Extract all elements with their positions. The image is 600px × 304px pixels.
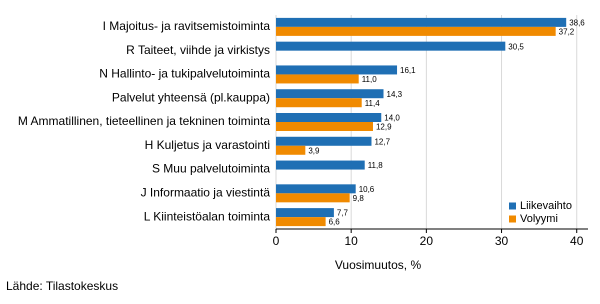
value-label: 7,7 (337, 209, 349, 218)
source: Lähde: Tilastokeskus (6, 279, 118, 293)
bar (276, 74, 359, 84)
value-label: 11,8 (368, 161, 384, 170)
y-tick-label: H Kuljetus ja varastointi (145, 138, 270, 152)
x-tick-label: 10 (345, 234, 359, 248)
x-tick-label: 40 (570, 234, 584, 248)
bar (276, 113, 382, 122)
value-label: 38,6 (569, 18, 585, 27)
y-tick-label: R Taiteet, viihde ja virkistys (126, 43, 270, 57)
y-tick-label: L Kiinteistöalan toiminta (144, 209, 271, 223)
value-label: 6,6 (329, 218, 341, 227)
bar (276, 89, 384, 99)
value-label: 11,0 (362, 75, 378, 84)
value-label: 12,9 (376, 123, 392, 132)
y-tick-label: S Muu palvelutoiminta (152, 162, 270, 176)
value-label: 37,2 (559, 27, 575, 36)
bar (276, 65, 398, 75)
y-tick-label: N Hallinto- ja tukipalvelutoiminta (99, 67, 270, 81)
value-label: 9,8 (353, 194, 365, 203)
value-label: 3,9 (308, 146, 320, 155)
value-label: 10,6 (359, 185, 375, 194)
legend-swatch (509, 202, 516, 210)
legend-label: Volyymi (520, 213, 558, 225)
bar (276, 122, 373, 131)
bar (276, 136, 372, 146)
bar (276, 208, 334, 218)
y-tick-label: I Majoitus- ja ravitsemistoiminta (103, 19, 271, 33)
bar (276, 145, 306, 155)
y-tick-label: M Ammatillinen, tieteellinen ja tekninen… (18, 114, 270, 128)
value-label: 14,0 (384, 114, 400, 123)
bar (276, 98, 362, 108)
value-label: 11,4 (365, 99, 381, 108)
bar (276, 26, 556, 36)
value-label: 14,3 (387, 90, 403, 99)
x-tick-label: 20 (420, 234, 434, 248)
x-tick-label: 30 (495, 234, 509, 248)
legend-label: Liikevaihto (520, 200, 572, 212)
legend-swatch (509, 215, 516, 223)
x-tick-label: 0 (273, 234, 280, 248)
y-tick-label: J Informaatio ja viestintä (141, 186, 271, 200)
bar (276, 193, 350, 203)
bar (276, 217, 326, 227)
x-axis-label: Vuosimuutos, % (335, 258, 422, 272)
bar (276, 41, 506, 51)
y-tick-label: Palvelut yhteensä (pl.kauppa) (112, 90, 270, 104)
bar (276, 184, 356, 194)
value-label: 16,1 (400, 66, 416, 75)
bar (276, 160, 365, 170)
bar (276, 17, 567, 27)
value-label: 12,7 (374, 137, 390, 146)
value-label: 30,5 (508, 42, 524, 51)
